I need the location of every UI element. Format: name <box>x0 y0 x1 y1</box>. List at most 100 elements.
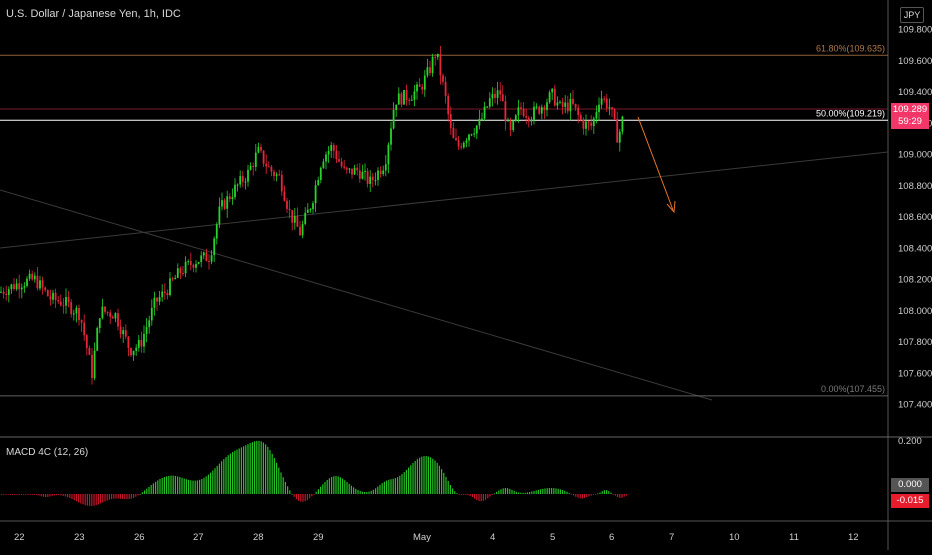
macd-bar <box>471 494 473 498</box>
macd-bar <box>449 484 451 494</box>
currency-badge[interactable]: JPY <box>900 7 924 23</box>
macd-bar <box>276 462 278 494</box>
macd-bar <box>342 478 344 494</box>
macd-bar <box>289 490 291 494</box>
time-axis-label: 23 <box>74 532 85 543</box>
macd-bar <box>623 494 625 497</box>
candle-body <box>189 261 192 265</box>
macd-bar <box>315 491 317 494</box>
candle-body <box>587 121 590 123</box>
macd-bar <box>474 494 476 499</box>
chart-title: U.S. Dollar / Japanese Yen, 1h, IDC <box>6 8 181 20</box>
candle-body <box>369 176 372 184</box>
candle-body <box>395 104 398 111</box>
candle-body <box>213 238 216 256</box>
candle-body <box>143 333 145 347</box>
candle-body <box>403 89 405 105</box>
candle-body <box>70 302 73 315</box>
candle-body <box>377 170 379 180</box>
candle-body <box>527 117 530 122</box>
macd-bar <box>49 494 51 497</box>
macd-bar <box>280 472 282 494</box>
macd-bar <box>438 465 440 494</box>
price-axis-label: 107.800 <box>898 337 932 348</box>
macd-bar <box>606 490 608 494</box>
macd-bar <box>577 494 579 498</box>
macd-bar <box>357 490 359 494</box>
macd-bar <box>20 494 22 495</box>
macd-bar <box>370 490 372 494</box>
macd-bar <box>515 491 517 494</box>
macd-bar <box>256 440 258 494</box>
macd-bar <box>570 494 572 495</box>
candle-body <box>444 81 447 97</box>
macd-zero-tag: 0.000 <box>891 478 929 492</box>
macd-bar <box>383 481 385 494</box>
macd-bar <box>405 469 407 494</box>
candle-body <box>75 307 78 314</box>
macd-bar <box>496 491 498 494</box>
macd-bar <box>45 494 47 498</box>
candle-body <box>309 209 312 211</box>
macd-bar <box>190 480 192 494</box>
candle-body <box>215 224 218 239</box>
macd-bar <box>207 474 209 494</box>
candle-body <box>101 306 104 319</box>
macd-bar <box>326 479 328 494</box>
macd-bar <box>293 494 295 497</box>
macd-bar <box>454 491 456 494</box>
macd-bar <box>355 488 357 494</box>
candle-body <box>319 167 322 181</box>
macd-bar <box>430 457 432 494</box>
macd-bar <box>269 450 271 494</box>
macd-bar <box>148 486 150 494</box>
candle-body <box>465 140 468 143</box>
time-axis-label: 5 <box>550 532 555 543</box>
candle-body <box>148 320 151 328</box>
candle-body <box>119 326 122 335</box>
macd-bar <box>381 483 383 494</box>
candle-body <box>364 170 366 172</box>
macd-bar <box>337 476 339 494</box>
macd-bar <box>414 460 416 494</box>
candle-body <box>496 90 499 98</box>
candle-body <box>273 171 275 176</box>
macd-bar <box>234 450 236 494</box>
macd-bar <box>502 488 504 494</box>
macd-bar <box>386 480 388 494</box>
candle-body <box>332 145 335 151</box>
macd-bar <box>56 494 58 496</box>
macd-bar <box>161 477 163 494</box>
macd-bar <box>445 476 447 494</box>
fib-level-label: 61.80%(109.635) <box>816 43 885 53</box>
candle-body <box>413 91 416 100</box>
macd-bar <box>298 494 300 501</box>
macd-bar <box>262 442 264 494</box>
candle-body <box>158 297 161 302</box>
macd-bar <box>73 494 75 501</box>
candle-body <box>275 174 278 176</box>
macd-bar <box>295 494 297 500</box>
macd-bar <box>38 494 40 496</box>
macd-bar <box>328 478 330 494</box>
candle-body <box>520 107 522 109</box>
candle-body <box>348 168 351 170</box>
candle-body <box>283 191 286 201</box>
candle-body <box>80 320 83 323</box>
macd-bar <box>260 441 262 494</box>
candle-body <box>439 53 442 76</box>
candle-body <box>257 146 260 153</box>
candle-body <box>111 316 114 319</box>
macd-bar <box>122 494 124 499</box>
macd-bar <box>529 491 531 494</box>
candle-body <box>18 283 21 290</box>
price-axis-label: 109.000 <box>898 150 932 161</box>
macd-bar <box>113 494 115 499</box>
candle-body <box>7 289 10 296</box>
macd-bar <box>463 494 465 495</box>
macd-bar <box>306 494 308 501</box>
macd-bar <box>590 494 592 496</box>
macd-bar <box>416 459 418 494</box>
